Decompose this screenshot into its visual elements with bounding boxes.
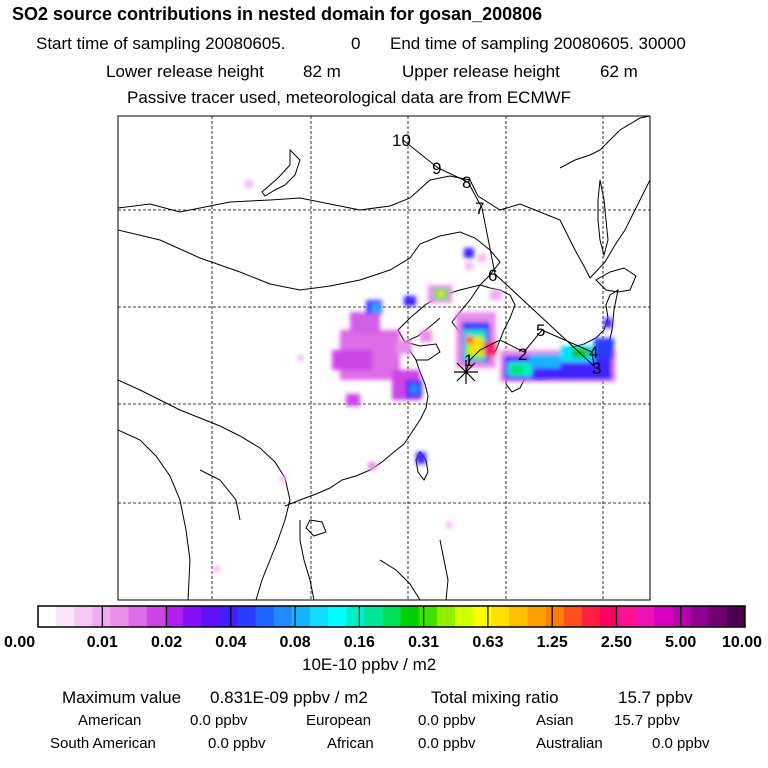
colorbar-tick-label: 5.00	[665, 634, 696, 651]
total-mixing-value: 15.7 ppbv	[618, 688, 693, 707]
colorbar-tick-label: 1.25	[537, 634, 568, 651]
region-name-asian: Asian	[536, 712, 574, 729]
coastlines	[118, 116, 650, 600]
lower-release-label: Lower release height	[106, 62, 264, 81]
start-time-value: 0	[351, 34, 361, 53]
receptor-marker-icon	[454, 360, 478, 384]
colorbar-swatch	[273, 606, 293, 627]
colorbar-tick-label: 0.02	[151, 634, 182, 651]
so2-contribution-field	[214, 180, 616, 572]
colorbar-tick-label: 2.50	[601, 634, 632, 651]
colorbar-swatch	[219, 606, 238, 627]
colorbar-swatch	[473, 606, 492, 627]
colorbar-swatch	[545, 606, 565, 627]
lower-release-value: 82 m	[303, 62, 341, 81]
colorbar: 0.00 0.01 0.02 0.04 0.08 0.16 0.31 0.63 1.25 2.50…	[4, 605, 762, 651]
trajectory-label-1: 1	[464, 351, 473, 370]
trajectory-label-8: 8	[462, 173, 471, 192]
colorbar-swatch	[146, 606, 166, 627]
colorbar-tick-label: 0.00	[4, 634, 35, 651]
colorbar-swatch	[38, 606, 57, 627]
max-value: 0.831E-09 ppbv / m2	[210, 688, 368, 707]
trajectory-label-10: 10	[392, 131, 411, 150]
max-value-label: Maximum value	[62, 688, 182, 707]
colorbar-tick-label: 0.04	[215, 634, 246, 651]
colorbar-swatch	[509, 606, 528, 627]
colorbar-tick-label: 0.63	[472, 634, 503, 651]
colorbar-swatch	[708, 606, 728, 627]
end-time-label: End time of sampling 20080605. 30000	[390, 34, 686, 53]
colorbar-swatch	[164, 606, 184, 627]
colorbar-swatch	[454, 606, 474, 627]
colorbar-swatch	[726, 606, 746, 627]
colorbar-swatch	[527, 606, 547, 627]
region-value-european: 0.0 ppbv	[418, 712, 476, 729]
trajectory-label-4: 4	[589, 343, 598, 362]
colorbar-swatch	[346, 606, 365, 627]
region-value-american: 0.0 ppbv	[190, 712, 248, 729]
colorbar-swatch	[291, 606, 311, 627]
region-name-african: African	[327, 735, 374, 752]
trajectory-label-3: 3	[592, 359, 601, 378]
colorbar-tick-label: 0.16	[344, 634, 375, 651]
colorbar-swatch	[364, 606, 383, 627]
colorbar-swatch	[201, 606, 220, 627]
region-name-european: European	[306, 712, 372, 729]
trajectory-label-9: 9	[432, 159, 441, 178]
region-value-african: 0.0 ppbv	[418, 735, 476, 752]
region-value-south-american: 0.0 ppbv	[208, 735, 266, 752]
colorbar-swatch	[309, 606, 329, 627]
colorbar-swatch	[599, 606, 619, 627]
colorbar-swatch	[128, 606, 148, 627]
region-value-asian: 15.7 ppbv	[614, 712, 680, 729]
colorbar-swatch	[110, 606, 130, 627]
colorbar-swatch	[436, 606, 456, 627]
colorbar-swatch	[672, 606, 692, 627]
region-value-australian: 0.0 ppbv	[652, 735, 710, 752]
upper-release-label: Upper release height	[402, 62, 560, 81]
colorbar-swatch	[183, 606, 202, 627]
colorbar-swatch	[491, 606, 510, 627]
colorbar-swatch	[418, 606, 438, 627]
trajectory-path	[402, 139, 595, 373]
upper-release-value: 62 m	[600, 62, 638, 81]
colorbar-tick-label: 0.08	[280, 634, 311, 651]
colorbar-swatch	[237, 606, 257, 627]
tracer-note: Passive tracer used, meteorological data…	[127, 88, 572, 107]
colorbar-frame	[37, 605, 746, 628]
trajectory-label-6: 6	[488, 266, 497, 285]
trajectory-label-5: 5	[536, 321, 545, 340]
colorbar-swatch	[400, 606, 420, 627]
colorbar-swatch	[56, 606, 75, 627]
colorbar-tick-label: 0.31	[408, 634, 439, 651]
colorbar-tick-label: 10.00	[722, 634, 762, 651]
trajectory-label-7: 7	[475, 199, 484, 218]
region-name-australian: Australian	[536, 735, 603, 752]
colorbar-tick-label: 0.01	[87, 634, 118, 651]
start-time-label: Start time of sampling 20080605.	[36, 34, 286, 53]
colorbar-swatch	[581, 606, 601, 627]
colorbar-swatch	[618, 606, 637, 627]
colorbar-swatch	[382, 606, 402, 627]
page-title: SO2 source contributions in nested domai…	[12, 4, 543, 24]
colorbar-swatch	[636, 606, 655, 627]
colorbar-swatch	[74, 606, 93, 627]
map-frame	[117, 115, 651, 601]
source-contribution-map: 1 2 3 4 5 6 7 8 9 10	[117, 115, 651, 601]
colorbar-swatch	[654, 606, 673, 627]
colorbar-swatch	[328, 606, 347, 627]
trajectory-label-2: 2	[518, 345, 527, 364]
region-name-south-american: South American	[50, 735, 156, 752]
colorbar-swatch	[690, 606, 710, 627]
total-mixing-label: Total mixing ratio	[431, 688, 559, 707]
region-name-american: American	[78, 712, 142, 729]
colorbar-swatch	[255, 606, 275, 627]
colorbar-swatch	[563, 606, 583, 627]
colorbar-unit: 10E-10 ppbv / m2	[302, 655, 437, 674]
